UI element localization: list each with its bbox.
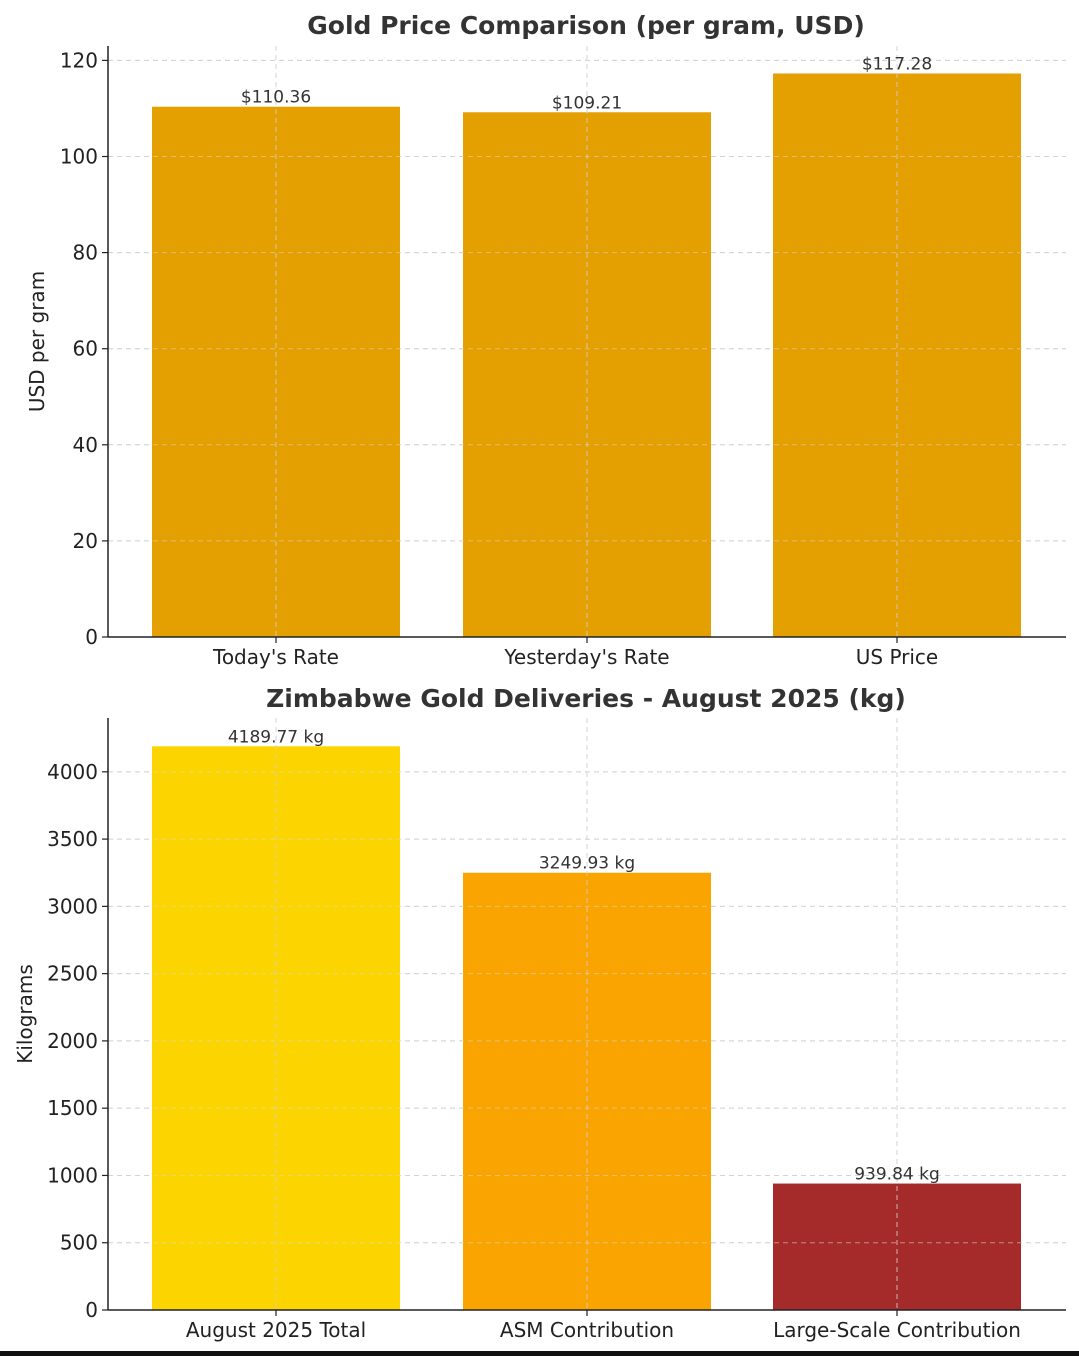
y-tick-label: 20: [73, 529, 98, 553]
x-tick-label: August 2025 Total: [186, 1318, 366, 1342]
data-label: $109.21: [552, 93, 622, 113]
y-tick-label: 1500: [47, 1096, 98, 1120]
y-tick-label: 3000: [47, 894, 98, 918]
y-tick-label: 4000: [47, 760, 98, 784]
y-tick-label: 0: [85, 1298, 98, 1322]
x-tick-label: Today's Rate: [212, 645, 339, 669]
y-tick-label: 40: [73, 433, 98, 457]
gold-deliveries-chart: Zimbabwe Gold Deliveries - August 2025 (…: [13, 684, 1066, 1342]
x-tick-label: Large-Scale Contribution: [773, 1318, 1021, 1342]
y-axis-title: USD per gram: [25, 271, 49, 412]
data-label: 3249.93 kg: [539, 854, 635, 874]
bottom-border: [0, 1351, 1079, 1356]
gold-price-chart: Gold Price Comparison (per gram, USD) $11…: [25, 11, 1066, 669]
y-tick-label: 80: [73, 241, 98, 265]
x-tick-label: US Price: [856, 645, 938, 669]
y-tick-label: 60: [73, 337, 98, 361]
bar-3: [773, 1183, 1021, 1310]
x-tick-label: Yesterday's Rate: [503, 645, 669, 669]
data-label: 4189.77 kg: [228, 727, 324, 747]
y-tick-label: 100: [60, 145, 98, 169]
x-tick-label: ASM Contribution: [500, 1318, 674, 1342]
data-label: $117.28: [862, 54, 932, 74]
data-label: 939.84 kg: [854, 1165, 940, 1185]
y-tick-label: 2000: [47, 1029, 98, 1053]
y-tick-label: 500: [60, 1231, 98, 1255]
chart-title: Gold Price Comparison (per gram, USD): [307, 11, 865, 40]
y-tick-label: 1000: [47, 1163, 98, 1187]
y-axis-title: Kilograms: [13, 964, 37, 1064]
data-label: $110.36: [241, 88, 311, 108]
y-tick-label: 2500: [47, 962, 98, 986]
chart-title: Zimbabwe Gold Deliveries - August 2025 (…: [266, 684, 906, 713]
y-tick-label: 3500: [47, 827, 98, 851]
y-tick-label: 0: [85, 625, 98, 649]
y-tick-label: 120: [60, 48, 98, 72]
